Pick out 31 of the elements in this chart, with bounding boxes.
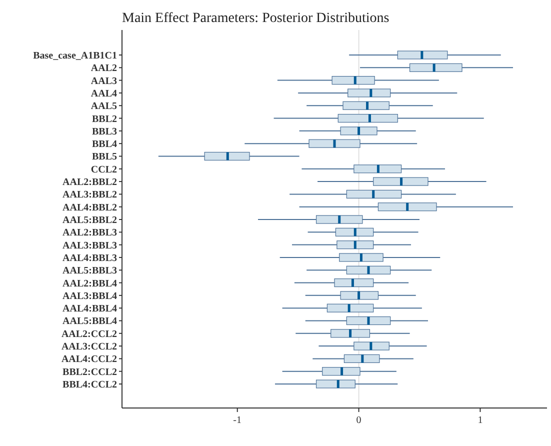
y-tick-label: BBL2 (92, 114, 117, 125)
y-tick-label: AAL4:BBL3 (62, 252, 117, 264)
y-tick-label: AAL3:BBL4 (62, 290, 117, 302)
y-tick-label: AAL2:BBL3 (62, 228, 117, 239)
y-tick-label: AAL5:BBL4 (62, 316, 117, 328)
y-tick-label: AAL3:BBL2 (62, 190, 117, 201)
chart-title: Main Effect Parameters: Posterior Distributions (122, 11, 390, 26)
y-tick-label: AAL2:BBL4 (62, 278, 117, 290)
y-tick-label: BBL2:CCL2 (62, 366, 117, 378)
y-tick-label: BBL4 (92, 139, 117, 150)
y-tick-label: BBL5 (92, 152, 117, 163)
y-tick-label: AAL5:BBL2 (62, 215, 117, 226)
y-tick-label: BBL4:CCL2 (62, 380, 117, 390)
y-tick-label: AAL3:CCL2 (61, 342, 117, 353)
y-tick-label: AAL2 (90, 63, 117, 74)
y-tick-label: AAL3:BBL3 (62, 240, 117, 252)
x-tick-label: 1 (478, 415, 483, 426)
y-tick-label: CCL2 (90, 164, 117, 176)
y-tick-label: AAL2:CCL2 (61, 328, 117, 340)
y-tick-label: AAL4:BBL4 (62, 304, 117, 315)
x-tick-label: 0 (356, 415, 362, 426)
y-tick-label: AAL3 (90, 76, 117, 87)
y-tick-label: AAL4:BBL2 (62, 202, 117, 214)
y-tick-label: AAL2:BBL2 (62, 177, 117, 188)
x-tick-label: -1 (233, 415, 242, 426)
y-tick-label: Base_case_A1B1C1 (33, 50, 117, 62)
y-tick-label: AAL5 (90, 101, 117, 112)
y-tick-label: AAL4 (90, 88, 117, 100)
y-tick-label: AAL5:BBL3 (62, 266, 117, 277)
y-tick-label: BBL3 (92, 126, 117, 138)
y-tick-label: AAL4:CCL2 (61, 354, 117, 366)
